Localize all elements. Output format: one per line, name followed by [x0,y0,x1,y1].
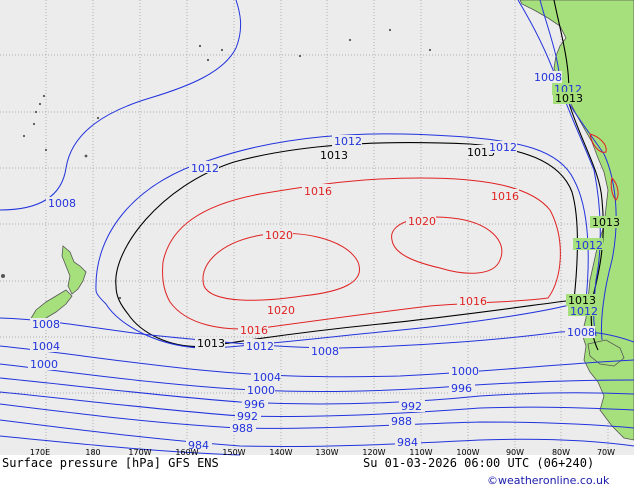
isobar-label: 1000 [30,358,58,371]
isobar-label: 1020 [408,215,436,228]
lon-label: 120W [362,448,385,457]
lon-label: 80W [552,448,570,457]
isobar-label: 992 [237,410,258,423]
lon-label: 150W [222,448,245,457]
south-america-land [519,0,634,441]
lon-label: 170E [30,448,50,457]
lon-label: 180 [85,448,100,457]
isobar-label: 1016 [304,185,332,198]
isobar-label: 1000 [451,365,479,378]
isobar-label: 1008 [32,318,60,331]
longitude-labels: 170E 180 170W 160W 150W 140W 130W 120W 1… [30,448,615,457]
isobar-label: 988 [232,422,253,435]
isobar-label: 1000 [247,384,275,397]
isobar-label: 1016 [240,324,268,337]
isobar-1012-coast [539,0,601,337]
isobar-label: 1012 [246,340,274,353]
isobars-low [0,0,634,456]
isobar-label: 1016 [459,295,487,308]
isobar-label: 1013 [568,294,596,307]
new-zealand-north-island [61,245,87,295]
isobar-label: 1013 [320,149,348,162]
isobar-label: 1008 [567,326,595,339]
lon-label: 100W [456,448,479,457]
isobar-label: 1013 [592,216,620,229]
isobar-label: 1013 [197,337,225,350]
isobar-label: 1012 [489,141,517,154]
isobar-992 [0,391,634,418]
lon-label: 170W [128,448,151,457]
isobar-label: 1008 [311,345,339,358]
islands [1,28,432,300]
lon-label: 70W [597,448,615,457]
isobar-labels: 1012 1013 1013 1012 1012 1008 1008 1012 … [28,71,620,452]
isobar-1004 [0,345,634,378]
source-credit[interactable]: ©weatheronline.co.uk [487,474,610,487]
isobar-label: 1012 [334,135,362,148]
lon-label: 110W [409,448,432,457]
isobar-label: 1020 [265,229,293,242]
lon-label: 90W [506,448,524,457]
isobar-label: 984 [397,436,418,449]
isobar-980 [0,435,241,456]
isobar-996 [0,377,634,405]
isobar-label: 992 [401,400,422,413]
isobar-1016 [162,177,561,330]
map-title: Surface pressure [hPa] GFS ENS [2,456,219,470]
isobar-label: 1004 [253,371,281,384]
isobar-label: 1020 [267,304,295,317]
isobar-label: 996 [451,382,472,395]
isobar-label: 984 [188,439,209,452]
lon-label: 140W [269,448,292,457]
isobar-label: 1008 [48,197,76,210]
lon-label: 130W [315,448,338,457]
isobar-label: 1012 [570,305,598,318]
isobar-label: 1016 [491,190,519,203]
isobar-1008-coast [517,0,617,341]
isobar-1013-main [115,142,579,348]
valid-time: Su 01-03-2026 06:00 UTC (06+240) [363,456,595,470]
isobar-1000 [0,363,634,393]
isobar-1012-main [95,133,589,349]
isobars-andes-high [589,133,619,201]
isobar-label: 1004 [32,340,60,353]
isobar-1020-west [202,232,360,301]
isobar-1008-north [0,0,242,211]
isobar-andes-cell-2 [610,177,619,201]
ocean-background [0,0,634,455]
isobar-label: 1008 [534,71,562,84]
isobar-988 [0,403,634,429]
isobar-label: 988 [391,415,412,428]
isobar-label: 996 [244,398,265,411]
isobar-label: 1013 [555,92,583,105]
isobar-label: 1012 [575,239,603,252]
lon-label: 160W [175,448,198,457]
isobar-984 [0,419,634,448]
isobar-label: 1012 [191,162,219,175]
isobar-andes-cell-1 [589,133,607,153]
